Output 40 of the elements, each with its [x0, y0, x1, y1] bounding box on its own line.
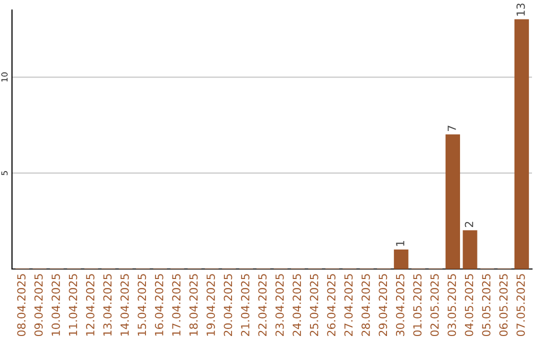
data-label: 1	[396, 240, 404, 246]
x-tick-label: 24.04.2025	[292, 274, 302, 336]
x-tick-label: 07.05.2025	[516, 274, 525, 336]
data-label: 7	[448, 126, 456, 132]
x-tick-label: 29.04.2025	[378, 274, 388, 336]
x-tick-label: 25.04.2025	[310, 274, 318, 336]
x-tick-label: 02.05.2025	[430, 274, 439, 336]
x-tick-label: 15.04.2025	[138, 274, 146, 336]
x-tick-label: 20.04.2025	[224, 274, 232, 336]
x-tick-label: 09.04.2025	[34, 274, 43, 336]
x-tick-label: 27.04.2025	[344, 274, 353, 336]
x-tick-label: 28.04.2025	[362, 274, 370, 336]
x-tick-label: 30.04.2025	[396, 274, 404, 336]
x-tick-label: 14.04.2025	[120, 274, 129, 336]
x-tick-label: 26.04.2025	[327, 274, 336, 336]
data-label: 2	[464, 222, 474, 228]
x-tick-label: 11.04.2025	[68, 274, 78, 336]
x-tick-label: 05.05.2025	[482, 274, 490, 336]
x-tick-label: 10.04.2025	[52, 274, 60, 336]
x-tick-label: 03.05.2025	[448, 274, 456, 336]
data-label: 13	[516, 4, 525, 16]
x-tick-label: 13.04.2025	[103, 274, 112, 336]
x-tick-label: 23.04.2025	[275, 274, 284, 336]
x-tick-label: 12.04.2025	[86, 274, 94, 336]
x-tick-label: 18.04.2025	[189, 274, 198, 336]
bar	[394, 249, 408, 269]
x-tick-label: 06.05.2025	[499, 274, 508, 336]
y-tick-label: 10	[1, 72, 8, 82]
x-tick-label: 19.04.2025	[206, 274, 215, 336]
y-tick-label: 5	[1, 171, 8, 176]
x-tick-label: 21.04.2025	[240, 274, 250, 336]
x-tick-label: 01.05.2025	[413, 274, 422, 336]
x-tick-label: 16.04.2025	[154, 274, 164, 336]
x-tick-label: 08.04.2025	[17, 274, 26, 336]
bar	[514, 19, 529, 269]
x-tick-label: 04.05.2025	[464, 274, 474, 336]
bar	[446, 134, 460, 269]
bar	[462, 230, 478, 269]
x-tick-label: 22.04.2025	[258, 274, 267, 336]
x-tick-label: 17.04.2025	[172, 274, 181, 336]
